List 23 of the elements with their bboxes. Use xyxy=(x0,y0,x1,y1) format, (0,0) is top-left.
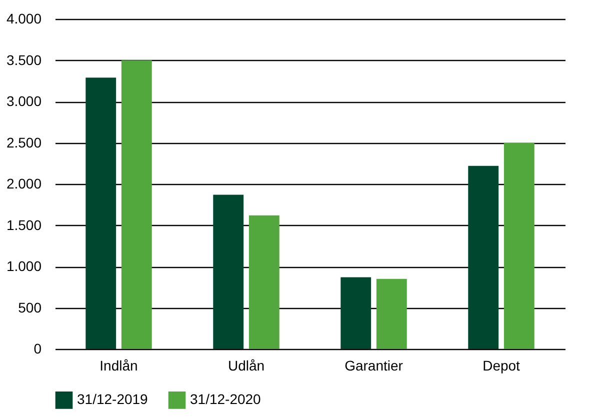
y-tick-label: 2.000 xyxy=(6,176,42,192)
bar xyxy=(213,194,244,349)
legend-label: 31/12-2020 xyxy=(190,391,262,408)
bar xyxy=(504,142,534,349)
x-tick-label: Garantier xyxy=(344,358,404,374)
x-tick-label: Indlån xyxy=(100,358,138,374)
legend-label: 31/12-2019 xyxy=(77,391,148,408)
y-tick-label: 2.500 xyxy=(6,134,42,150)
y-tick-label: 1.500 xyxy=(6,216,42,233)
bar xyxy=(121,60,152,349)
bar xyxy=(376,278,407,349)
bar xyxy=(468,166,499,349)
x-tick-label: Udlån xyxy=(228,358,265,374)
y-tick-label: 4.000 xyxy=(6,10,42,26)
bar xyxy=(248,215,280,349)
y-tick-label: 3.500 xyxy=(6,52,42,68)
bar xyxy=(340,277,372,349)
y-tick-label: 1.000 xyxy=(6,258,42,274)
x-tick-label: Depot xyxy=(482,358,520,374)
bar xyxy=(86,78,116,349)
y-tick-label: 3.000 xyxy=(6,93,42,109)
y-tick-label: 0 xyxy=(34,340,42,356)
y-tick-label: 500 xyxy=(18,299,42,316)
